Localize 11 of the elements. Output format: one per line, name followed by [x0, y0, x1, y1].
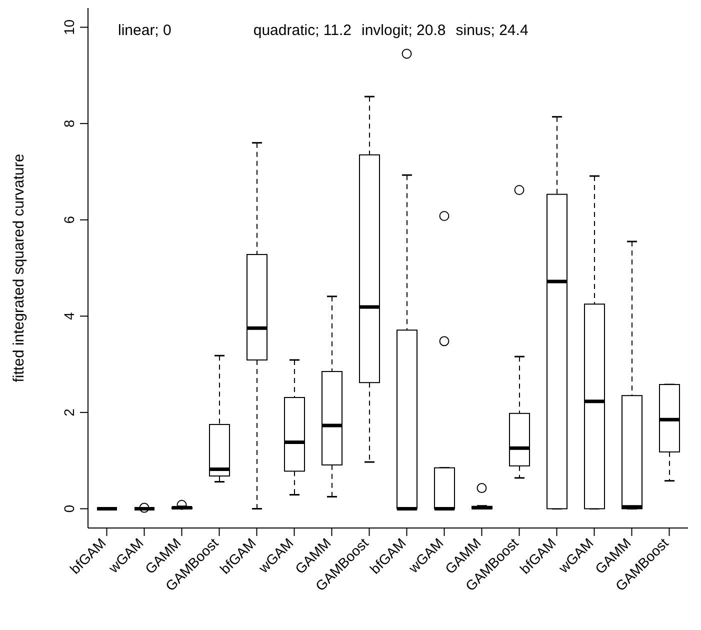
annotation: quadratic; 11.2 — [253, 22, 352, 39]
y-axis-title: fitted integrated squared curvature — [10, 154, 28, 382]
annotation: invlogit; 20.8 — [362, 22, 446, 39]
y-tick-label: 4 — [61, 312, 77, 320]
y-tick-label: 8 — [61, 119, 77, 128]
y-tick-label: 10 — [61, 19, 77, 36]
annotation: sinus; 24.4 — [456, 22, 528, 39]
y-tick-label: 6 — [61, 216, 77, 224]
y-tick-label: 0 — [61, 504, 77, 513]
y-tick-label: 2 — [61, 408, 77, 416]
annotation: linear; 0 — [118, 22, 172, 39]
